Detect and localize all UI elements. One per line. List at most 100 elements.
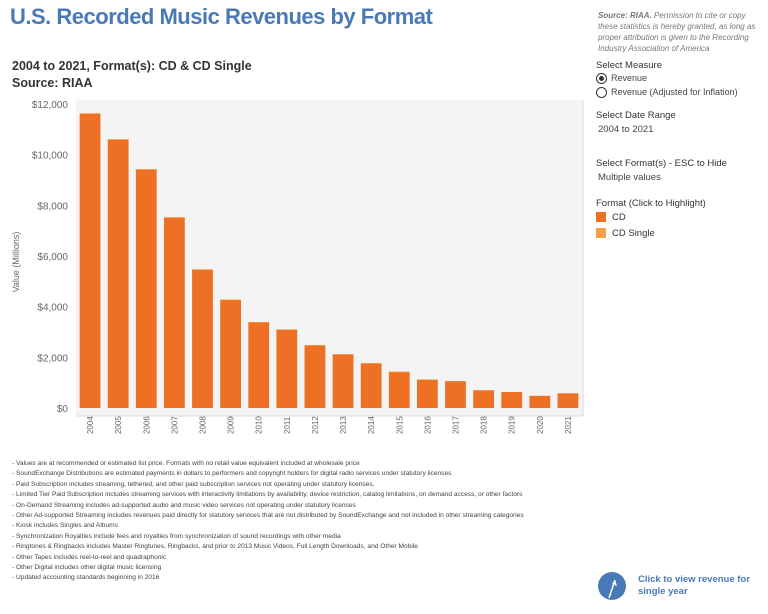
y-axis-label: Value (Millions) (11, 232, 21, 293)
x-axis-ticks: 2004 2005 2006 2007 2008 2009 2010 2011 2012 2013… (86, 416, 573, 434)
bar-cd-2018[interactable] (473, 390, 495, 408)
y-tick-label: $6,000 (37, 252, 68, 263)
legend-item-cd-single[interactable]: CD Single (596, 225, 706, 241)
x-tick-label: 2005 (114, 416, 123, 434)
bar-cd-2012[interactable] (304, 345, 326, 408)
view-single-year-button[interactable]: Click to view revenue for single year (598, 572, 750, 600)
date-range-filter[interactable]: Select Date Range 2004 to 2021 (596, 110, 676, 135)
y-tick-label: $0 (57, 404, 69, 415)
legend-label-cd-single: CD Single (612, 227, 655, 239)
x-tick-label: 2008 (199, 416, 208, 434)
footnotes: - Values are at recommended or estimated… (12, 459, 582, 584)
legend-swatch-cd-single (596, 228, 606, 238)
footnote-line: - SoundExchange Distributions are estima… (12, 470, 452, 478)
footnote-line: - Synchronization Royalties include fees… (12, 532, 341, 540)
subtitle-range: 2004 to 2021, Format(s): CD & CD Single (12, 59, 252, 73)
subtitle-source: Source: RIAA (12, 76, 93, 90)
pointer-icon (598, 572, 626, 600)
measure-label: Select Measure (596, 60, 663, 71)
x-tick-label: 2018 (480, 416, 489, 434)
source-note-text: Permission to cite or copy these statist… (598, 11, 756, 53)
footnote-line: - Other Digital includes other digital m… (12, 564, 162, 572)
bar-cd-2014[interactable] (360, 363, 382, 408)
x-tick-label: 2013 (339, 416, 348, 434)
legend-item-cd[interactable]: CD (596, 209, 706, 225)
legend-swatch-cd (596, 212, 606, 222)
measure-option-inflation[interactable]: Revenue (Adjusted for Inflation) (596, 85, 738, 99)
x-tick-label: 2014 (367, 416, 376, 434)
format-filter-value[interactable]: Multiple values (598, 172, 661, 183)
measure-option-revenue[interactable]: Revenue (596, 71, 738, 85)
source-note-label: Source: RIAA. (598, 11, 652, 20)
chart-subtitle: 2004 to 2021, Format(s): CD & CD Single … (12, 58, 252, 92)
source-note: Source: RIAA. Permission to cite or copy… (598, 10, 758, 54)
x-tick-label: 2011 (283, 416, 292, 434)
bar-cd-2009[interactable] (220, 299, 242, 408)
footnote-line: - Ringtones & Ringbacks includes Master … (12, 543, 418, 551)
footnote-line: - Updated accounting standards beginning… (12, 574, 160, 582)
bar-cd-single-2013[interactable] (332, 354, 354, 355)
x-tick-label: 2007 (170, 416, 179, 434)
y-axis-ticks: $0 $2,000 $4,000 $6,000 $8,000 $10,000 $12,000 (32, 100, 69, 415)
bar-cd-single-2015[interactable] (388, 371, 410, 373)
bar-cd-2010[interactable] (248, 322, 270, 408)
bar-cd-2020[interactable] (529, 395, 551, 408)
bar-cd-2021[interactable] (557, 393, 579, 408)
format-filter[interactable]: Select Format(s) - ESC to Hide Multiple … (596, 158, 727, 183)
footnote-line: - Other Tapes includes reel-to-reel and … (12, 553, 167, 561)
legend-title: Format (Click to Highlight) (596, 198, 706, 209)
radio-unselected-icon[interactable] (596, 86, 607, 98)
bar-cd-2008[interactable] (192, 269, 213, 408)
bar-cd-2019[interactable] (501, 392, 523, 408)
view-single-year-line2: single year (638, 586, 688, 597)
bar-cd-2004[interactable] (79, 113, 101, 408)
legend-label-cd: CD (612, 211, 626, 223)
x-tick-label: 2012 (311, 416, 320, 434)
bar-cd-single-2009[interactable] (220, 299, 242, 301)
bar-cd-2013[interactable] (332, 354, 354, 408)
footnote-line: - Limited Tier Paid Subscription include… (12, 491, 523, 499)
y-tick-label: $10,000 (32, 151, 69, 162)
measure-option-label: Revenue (611, 73, 648, 83)
x-tick-label: 2016 (423, 416, 432, 434)
bar-cd-2017[interactable] (445, 381, 466, 408)
x-tick-label: 2015 (395, 416, 404, 434)
bar-cd-single-2005[interactable] (107, 139, 129, 140)
bar-cd-single-2012[interactable] (304, 345, 326, 346)
y-tick-label: $8,000 (37, 201, 68, 212)
page-title: U.S. Recorded Music Revenues by Format (10, 4, 433, 29)
bar-cd-single-2008[interactable] (192, 269, 213, 270)
x-tick-label: 2010 (255, 416, 264, 434)
bar-cd-2011[interactable] (276, 329, 298, 408)
footnote-line: - Kiosk includes Singles and Albums (12, 522, 118, 530)
footnote-line: - Other Ad-supported Streaming includes … (12, 512, 524, 520)
x-tick-label: 2004 (86, 416, 95, 434)
bar-cd-single-2011[interactable] (276, 329, 298, 331)
format-filter-label: Select Format(s) - ESC to Hide (596, 158, 727, 169)
bar-cd-2006[interactable] (135, 169, 157, 408)
view-single-year-label: Click to view revenue for single year (638, 574, 750, 598)
footnote-line: - Values are at recommended or estimated… (12, 460, 360, 467)
bar-cd-2015[interactable] (388, 371, 410, 408)
view-single-year-line1: Click to view revenue for (638, 574, 750, 585)
date-range-value[interactable]: 2004 to 2021 (598, 124, 654, 135)
bar-cd-2007[interactable] (163, 217, 185, 408)
x-tick-label: 2017 (452, 416, 461, 434)
x-tick-label: 2019 (508, 416, 517, 434)
bar-cd-single-2006[interactable] (135, 169, 157, 170)
radio-selected-icon[interactable] (596, 72, 607, 84)
legend: Format (Click to Highlight) CD CD Single (596, 198, 706, 241)
bar-cd-single-2004[interactable] (79, 113, 101, 114)
x-tick-label: 2006 (142, 416, 151, 434)
bar-cd-single-2010[interactable] (248, 322, 270, 323)
measure-option-label: Revenue (Adjusted for Inflation) (611, 87, 738, 97)
footnote-line: - On-Demand Streaming includes ad-suppor… (12, 501, 356, 509)
x-tick-label: 2009 (227, 416, 236, 434)
bar-cd-2005[interactable] (107, 139, 129, 408)
y-tick-label: $2,000 (37, 353, 68, 364)
bar-cd-single-2014[interactable] (360, 363, 382, 364)
bar-cd-single-2007[interactable] (163, 217, 185, 218)
bar-cd-2016[interactable] (416, 379, 438, 408)
measure-selector: Select Measure Revenue Revenue (Adjusted… (596, 60, 738, 99)
date-range-label: Select Date Range (596, 110, 676, 121)
